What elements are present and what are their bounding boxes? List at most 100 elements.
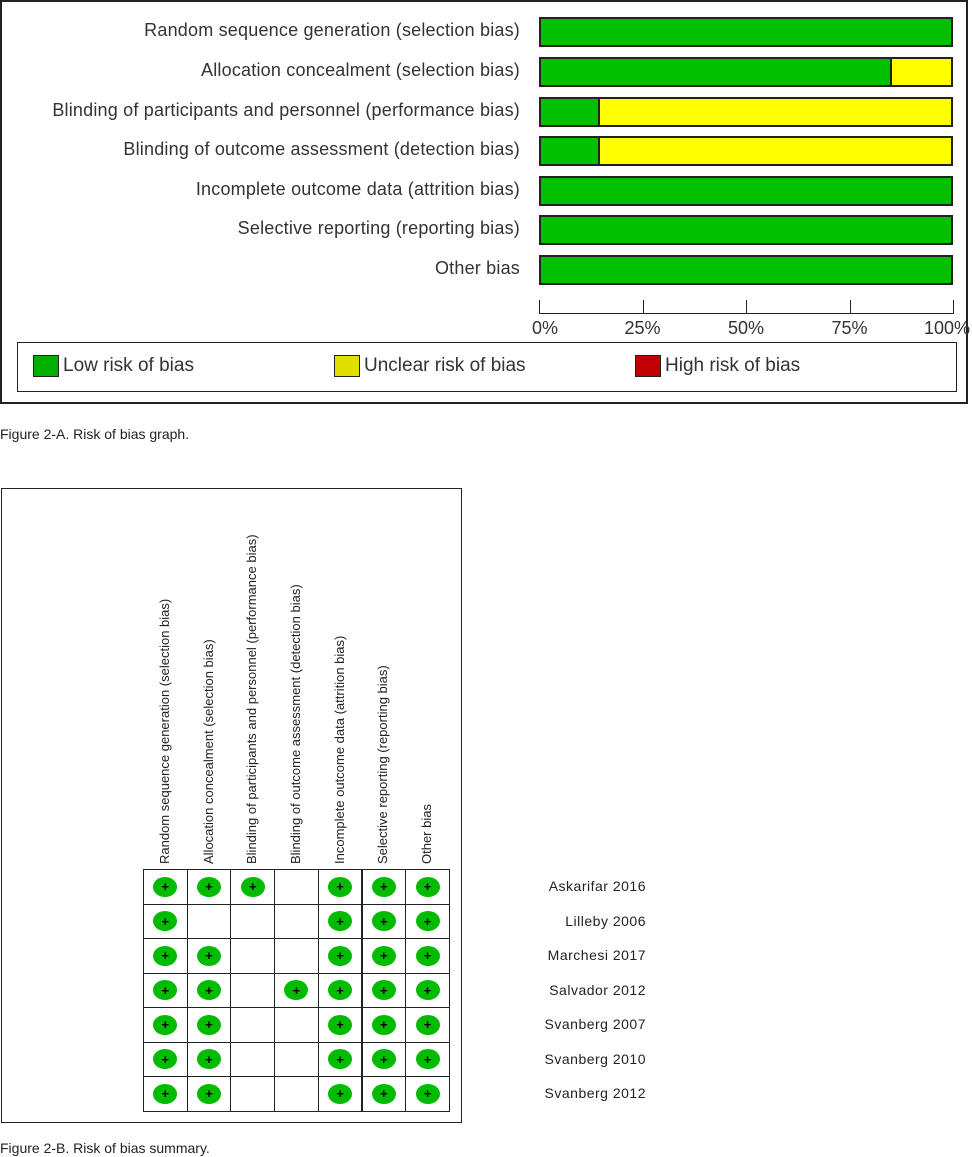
low-risk-icon: + xyxy=(415,1014,440,1035)
low-risk-icon: + xyxy=(197,945,222,966)
table-cell: + xyxy=(317,1007,363,1043)
table-cell xyxy=(186,903,232,939)
bar-segment-low-risk-of-bias xyxy=(541,19,951,45)
table-cell: + xyxy=(274,972,319,1008)
table-cell: + xyxy=(230,869,276,905)
bar-segment-low-risk-of-bias xyxy=(541,257,951,283)
study-label: Askarifar 2016 xyxy=(548,878,646,894)
low-risk-icon: + xyxy=(328,1083,353,1104)
bar-label: Selective reporting (reporting bias) xyxy=(237,218,520,238)
x-tick-label: 100% xyxy=(923,318,971,338)
table-cell xyxy=(230,972,276,1008)
x-tick xyxy=(642,300,644,314)
x-tick xyxy=(539,300,540,314)
table-cell: + xyxy=(143,1076,188,1112)
table-cell: + xyxy=(186,972,232,1008)
column-header: Other bias xyxy=(419,804,435,864)
bar xyxy=(539,215,953,245)
bar-segment-unclear-risk-of-bias xyxy=(892,59,951,85)
table-cell: + xyxy=(186,1041,232,1077)
bar-label: Other bias xyxy=(434,258,520,278)
low-risk-icon: + xyxy=(371,1049,396,1070)
table-cell: + xyxy=(361,938,407,974)
legend-label: Unclear risk of bias xyxy=(364,355,526,376)
legend: Low risk of bias Unclear risk of bias High… xyxy=(17,342,957,392)
legend-item: High risk of bias xyxy=(635,355,800,377)
bar-segment-low-risk-of-bias xyxy=(541,59,893,85)
x-tick-label: 0% xyxy=(531,318,559,338)
risk-of-bias-graph xyxy=(0,0,968,404)
table-cell: + xyxy=(317,903,363,939)
table-cell: + xyxy=(143,972,188,1008)
low-risk-icon: + xyxy=(153,911,178,932)
low-risk-icon: + xyxy=(371,911,396,932)
bar-segment-unclear-risk-of-bias xyxy=(599,138,951,164)
table-cell xyxy=(274,869,319,905)
low-risk-icon: + xyxy=(415,876,440,897)
table-cell: + xyxy=(143,1041,188,1077)
bar xyxy=(539,176,953,206)
table-cell xyxy=(274,1076,319,1112)
table-cell: + xyxy=(186,869,232,905)
low-risk-icon: + xyxy=(197,1014,222,1035)
low-risk-icon: + xyxy=(328,1014,353,1035)
study-label: Lilleby 2006 xyxy=(565,912,646,929)
low-risk-icon: + xyxy=(415,911,440,932)
low-risk-icon: + xyxy=(371,876,396,897)
table-cell: + xyxy=(143,1007,188,1043)
bar-label: Blinding of outcome assessment (detectio… xyxy=(123,139,520,159)
table-cell: + xyxy=(317,938,363,974)
table-cell: + xyxy=(361,869,407,905)
low-risk-icon: + xyxy=(240,876,265,897)
x-tick-label: 50% xyxy=(727,318,765,338)
table-cell: + xyxy=(317,1041,363,1077)
low-risk-icon: + xyxy=(153,1049,178,1070)
table-cell xyxy=(274,1007,319,1043)
bar-segment-low-risk-of-bias xyxy=(541,178,951,204)
table-cell xyxy=(230,938,276,974)
bar-label: Random sequence generation (selection bi… xyxy=(144,20,520,40)
low-risk-icon: + xyxy=(371,1014,396,1035)
bar xyxy=(539,57,953,87)
bar xyxy=(539,17,953,47)
low-risk-icon: + xyxy=(328,945,353,966)
study-label: Salvador 2012 xyxy=(549,981,646,998)
table-cell: + xyxy=(317,869,363,905)
table-cell: + xyxy=(361,1007,407,1043)
low-risk-icon: + xyxy=(328,980,353,1001)
bar-segment-low-risk-of-bias xyxy=(541,138,600,164)
study-label: Svanberg 2012 xyxy=(544,1085,646,1101)
low-risk-icon: + xyxy=(197,1083,222,1104)
table-cell xyxy=(230,903,276,939)
table-cell: + xyxy=(405,1041,450,1077)
table-cell: + xyxy=(186,1007,232,1043)
legend-swatch xyxy=(33,355,59,377)
x-tick xyxy=(746,300,747,314)
x-tick-label: 75% xyxy=(831,318,868,338)
table-cell: + xyxy=(405,938,450,974)
table-cell: + xyxy=(405,1007,450,1043)
bar xyxy=(539,136,953,166)
caption-a: Figure 2-A. Risk of bias graph. xyxy=(0,426,190,442)
table-cell xyxy=(230,1041,276,1077)
low-risk-icon: + xyxy=(328,876,353,897)
study-label: Svanberg 2007 xyxy=(544,1016,646,1032)
x-tick xyxy=(849,300,851,314)
legend-label: Low risk of bias xyxy=(63,355,194,376)
legend-swatch xyxy=(635,355,661,377)
table-cell: + xyxy=(361,1076,407,1112)
low-risk-icon: + xyxy=(197,980,222,1001)
column-header: Blinding of outcome assessment (detectio… xyxy=(287,584,303,864)
bar-segment-unclear-risk-of-bias xyxy=(599,99,951,125)
table-cell: + xyxy=(361,972,407,1008)
low-risk-icon: + xyxy=(371,1083,396,1104)
table-cell: + xyxy=(361,1041,407,1077)
table-cell: + xyxy=(186,938,232,974)
table-cell: + xyxy=(143,869,188,905)
column-header: Random sequence generation (selection bi… xyxy=(156,598,172,864)
low-risk-icon: + xyxy=(328,1049,353,1070)
low-risk-icon: + xyxy=(328,911,353,932)
legend-label: High risk of bias xyxy=(665,355,801,376)
table-cell: + xyxy=(405,903,450,939)
table-cell xyxy=(274,1041,319,1077)
